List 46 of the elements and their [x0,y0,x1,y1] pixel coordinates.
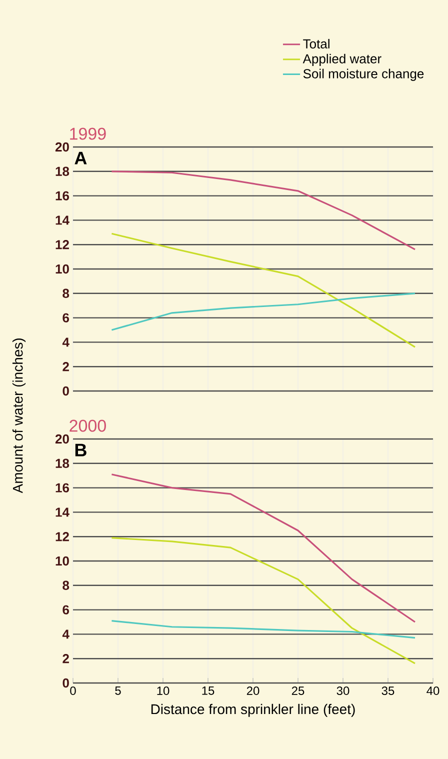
y-tick-label: 0 [62,678,69,688]
line-series [110,292,416,331]
y-tick-label: 16 [56,191,69,200]
x-tick-label: 5 [115,686,121,695]
y-tick-label: 18 [56,166,70,176]
y-axis-title: Amount of water (inches) [12,338,26,494]
y-tick-label: 16 [56,483,69,492]
y-tick-label: 2 [62,362,69,372]
y-tick-label: 12 [56,240,69,250]
y-tick-label: 6 [62,313,69,322]
y-tick-label: 14 [56,216,70,225]
x-tick-label: 35 [382,686,394,696]
x-tick-label: 10 [157,686,170,696]
x-tick-label: 15 [202,686,214,695]
y-tick-label: 0 [62,386,69,396]
x-tick-label: 20 [246,686,260,696]
y-tick-label: 10 [56,556,69,566]
legend-label: Soil moisture change [303,68,424,81]
line-series [110,170,416,250]
line-series [110,537,416,664]
y-tick-label: 8 [62,288,70,298]
legend-label: Total [303,38,330,48]
line-series [110,232,416,348]
x-tick-label: 30 [336,686,350,696]
y-tick-label: 4 [62,630,70,639]
line-series [110,620,416,639]
y-tick-label: 20 [55,434,69,444]
y-tick-label: 20 [55,142,69,152]
y-tick-label: 14 [56,508,70,517]
legend-label: Applied water [302,54,382,66]
chart-title: 2000 [70,420,106,432]
y-tick-label: 18 [56,458,70,468]
annotation: A [74,152,87,164]
y-tick-label: 2 [62,654,69,664]
y-tick-label: 6 [62,605,69,614]
y-tick-label: 12 [56,532,69,542]
x-tick-label: 0 [70,686,76,696]
y-tick-label: 4 [62,338,70,347]
annotation: B [75,444,86,456]
x-tick-label: 25 [292,686,304,696]
line-series [110,474,416,623]
x-axis-title: Distance from sprinkler line (feet) [151,704,355,717]
chart-title: 1999 [70,128,106,140]
x-tick-label: 40 [426,686,440,696]
y-tick-label: 10 [56,264,69,274]
y-tick-label: 8 [62,580,70,590]
